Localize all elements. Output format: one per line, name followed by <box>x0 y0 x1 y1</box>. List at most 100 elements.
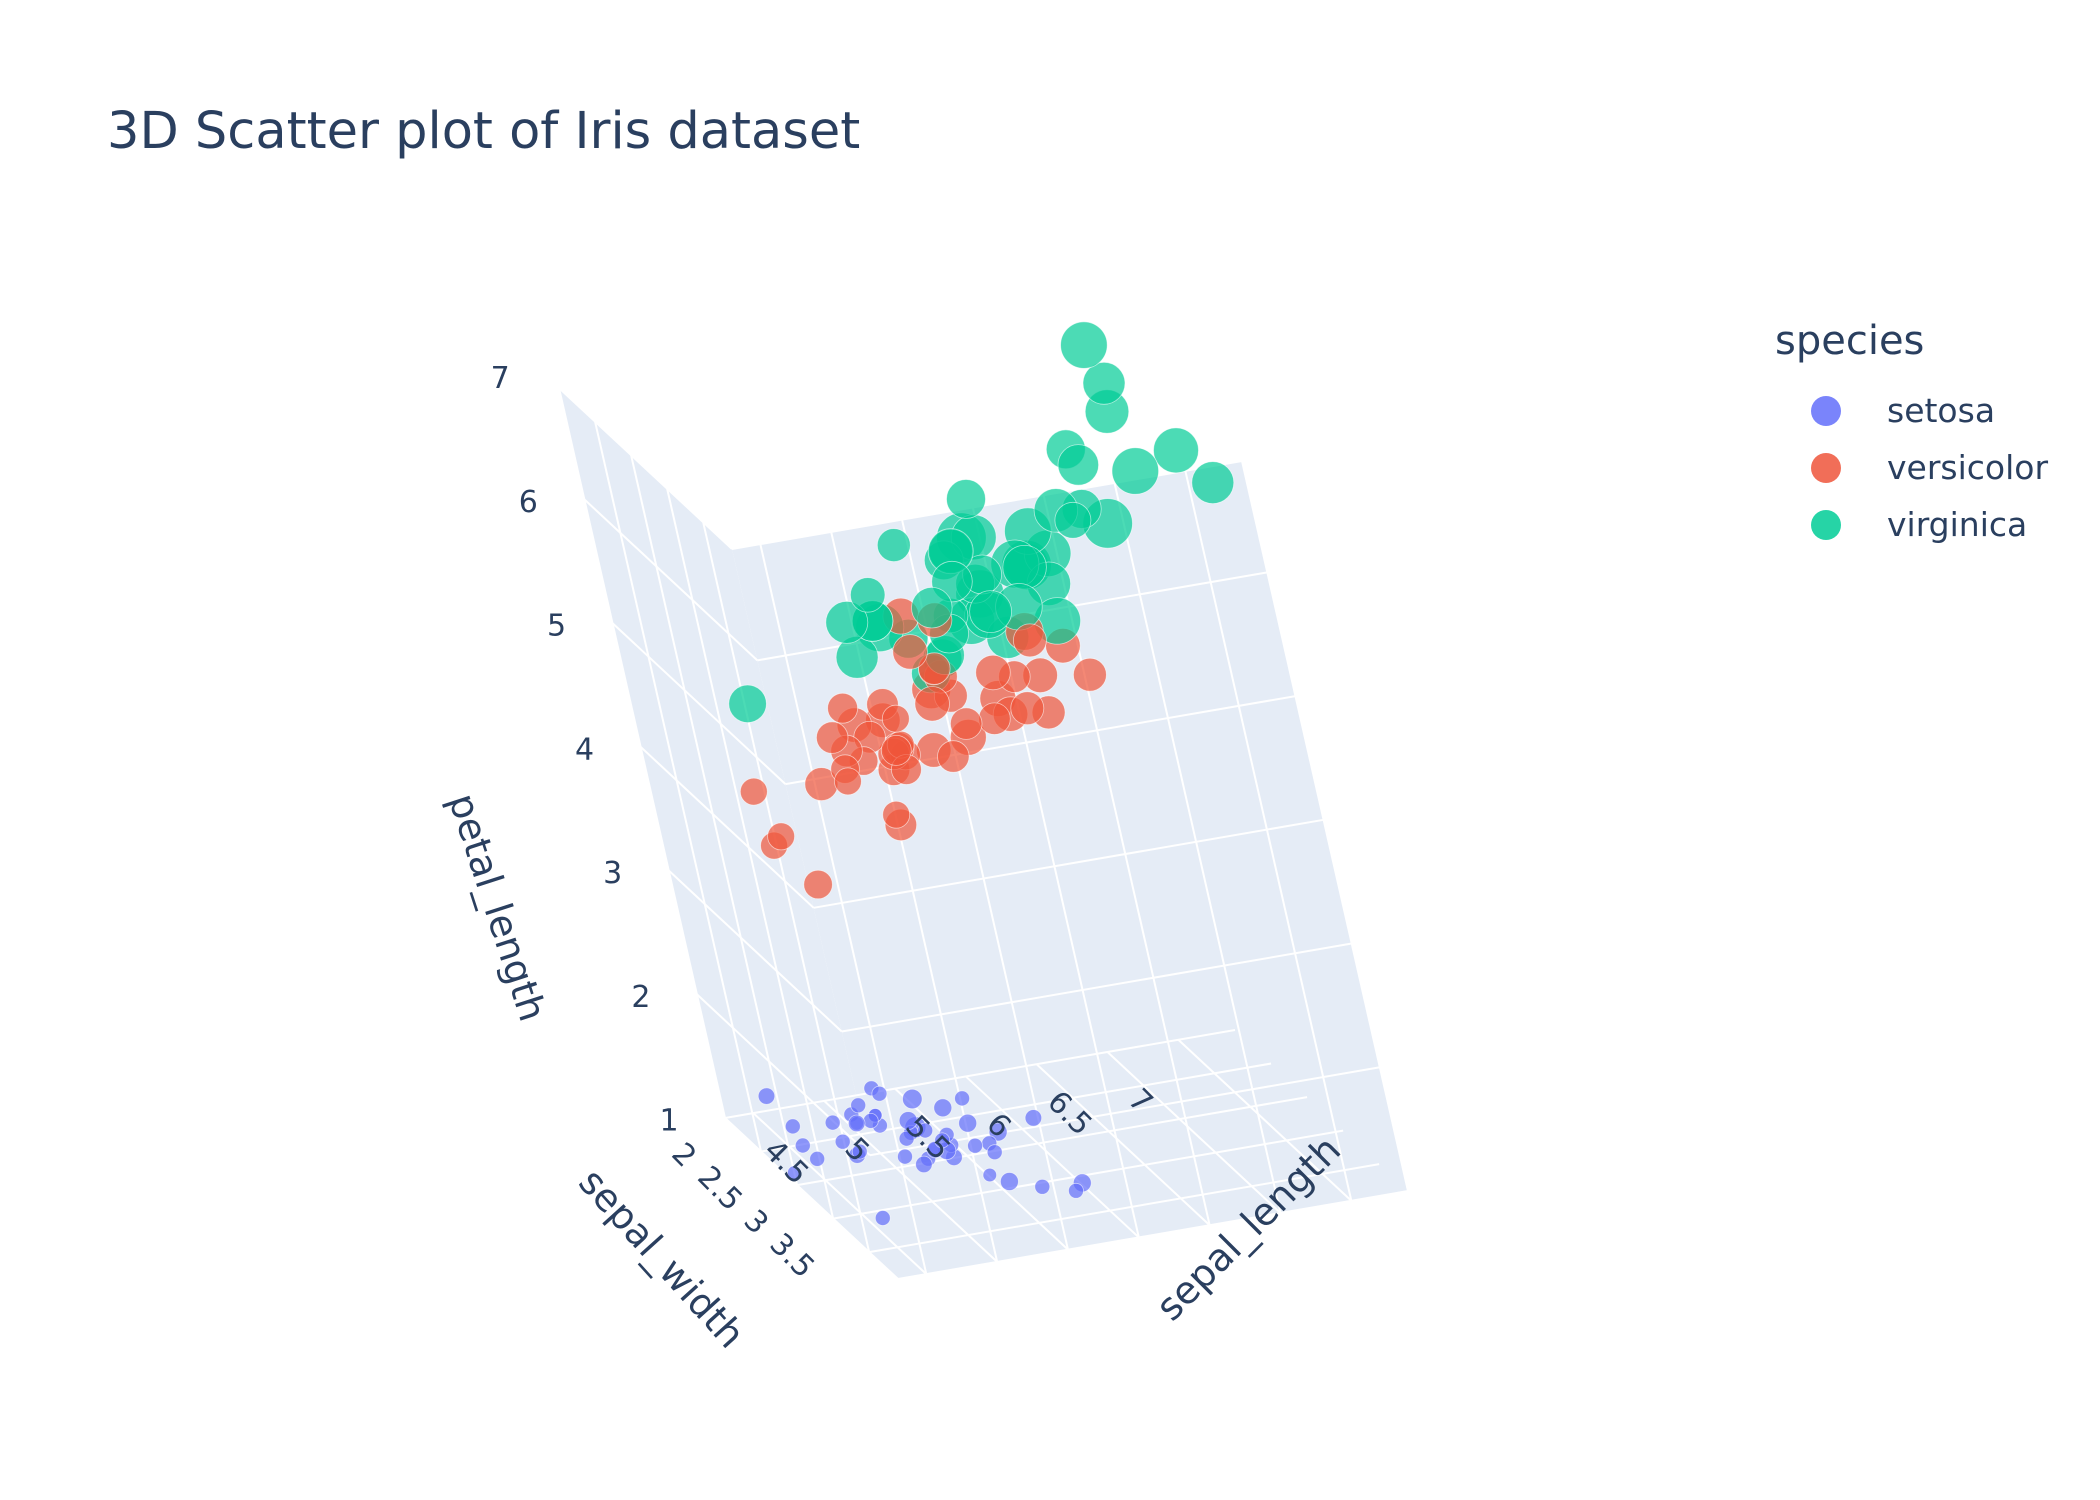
data-point-setosa[interactable] <box>1024 1109 1043 1127</box>
grid-line <box>558 387 726 1119</box>
grid-line <box>639 746 815 909</box>
data-point-setosa[interactable] <box>988 1122 1008 1142</box>
data-point-setosa[interactable] <box>809 1151 826 1167</box>
data-point-setosa[interactable] <box>917 1122 934 1139</box>
z-axis-title: petal_length <box>440 788 555 1026</box>
z-tick-label: 2 <box>631 980 650 1015</box>
data-point-setosa[interactable] <box>933 1098 953 1118</box>
grid-line <box>796 1096 1308 1187</box>
data-point-versicolor[interactable] <box>892 634 928 670</box>
data-point-setosa[interactable] <box>787 1165 802 1180</box>
data-point-versicolor[interactable] <box>882 800 911 829</box>
data-point-setosa[interactable] <box>1068 1182 1084 1199</box>
data-point-virginica[interactable] <box>850 577 886 613</box>
data-point-versicolor[interactable] <box>803 869 833 900</box>
legend-label: virginica <box>1887 505 2028 544</box>
data-point-setosa[interactable] <box>784 1118 801 1135</box>
data-point-virginica[interactable] <box>969 590 1012 633</box>
data-point-setosa[interactable] <box>982 1167 998 1183</box>
data-point-virginica[interactable] <box>1057 444 1099 486</box>
grid-line <box>897 1190 1409 1280</box>
grid-line <box>724 1029 1236 1119</box>
data-point-versicolor[interactable] <box>739 777 768 806</box>
data-point-setosa[interactable] <box>850 1097 867 1114</box>
grid-line <box>630 454 799 1186</box>
data-point-setosa[interactable] <box>1000 1172 1019 1191</box>
data-point-setosa[interactable] <box>986 1144 1003 1161</box>
data-point-setosa[interactable] <box>757 1087 776 1105</box>
data-point-versicolor[interactable] <box>937 740 970 773</box>
grid-line <box>583 498 759 662</box>
chart-title: 3D Scatter plot of Iris dataset <box>107 102 861 161</box>
data-point-versicolor[interactable] <box>978 702 1011 735</box>
grid-line <box>832 1129 1344 1220</box>
data-point-setosa[interactable] <box>898 1111 918 1130</box>
data-point-setosa[interactable] <box>915 1155 933 1174</box>
data-point-setosa[interactable] <box>824 1114 841 1131</box>
axis-edge <box>1241 460 1409 1192</box>
data-point-setosa[interactable] <box>898 1130 915 1147</box>
data-point-versicolor[interactable] <box>975 654 1011 691</box>
z-tick-label: 3 <box>603 856 622 891</box>
data-point-setosa[interactable] <box>794 1137 811 1154</box>
data-point-setosa[interactable] <box>848 1114 866 1133</box>
legend-marker-icon <box>1811 395 1841 426</box>
legend-marker-icon <box>1811 452 1841 483</box>
data-point-virginica[interactable] <box>911 587 953 629</box>
data-point-setosa[interactable] <box>834 1133 851 1150</box>
data-point-virginica[interactable] <box>1153 427 1199 474</box>
legend-item-setosa[interactable]: setosa <box>1775 382 2048 439</box>
side-pane <box>559 388 898 1279</box>
data-point-setosa[interactable] <box>851 1143 868 1160</box>
grid-line <box>594 421 763 1152</box>
data-point-versicolor[interactable] <box>918 652 951 685</box>
data-point-virginica[interactable] <box>1082 361 1126 405</box>
grid-line <box>668 869 843 1033</box>
data-point-virginica[interactable] <box>1191 461 1235 505</box>
data-point-setosa[interactable] <box>874 1210 891 1226</box>
data-point-virginica[interactable] <box>876 528 911 562</box>
data-point-versicolor[interactable] <box>1073 657 1107 692</box>
grid-line <box>1113 482 1282 1214</box>
legend-item-versicolor[interactable]: versicolor <box>1775 439 2048 496</box>
data-points[interactable] <box>728 321 1235 1226</box>
z-tick-label: 7 <box>491 361 510 396</box>
data-point-setosa[interactable] <box>1034 1178 1051 1195</box>
y-tick-label: 3.5 <box>763 1227 821 1285</box>
data-point-setosa[interactable] <box>958 1113 978 1133</box>
data-point-versicolor[interactable] <box>881 704 910 733</box>
y-tick-label: 2.5 <box>690 1160 748 1218</box>
data-point-versicolor[interactable] <box>827 692 858 724</box>
axis-edge <box>558 387 733 550</box>
grid-line <box>868 1163 1380 1254</box>
legend-item-virginica[interactable]: virginica <box>1775 496 2048 553</box>
data-point-virginica[interactable] <box>1060 321 1108 369</box>
data-point-virginica[interactable] <box>1054 501 1092 539</box>
data-point-versicolor[interactable] <box>834 767 862 796</box>
data-point-versicolor[interactable] <box>816 721 849 754</box>
data-point-versicolor[interactable] <box>1010 691 1045 726</box>
data-point-virginica[interactable] <box>1111 447 1159 495</box>
z-tick-label: 6 <box>519 485 538 520</box>
data-point-virginica[interactable] <box>1002 545 1047 590</box>
data-point-versicolor[interactable] <box>950 707 983 740</box>
data-point-setosa[interactable] <box>934 1132 951 1149</box>
grid-line <box>724 1117 899 1280</box>
data-point-versicolor[interactable] <box>880 735 912 766</box>
data-point-setosa[interactable] <box>967 1137 983 1154</box>
data-point-versicolor[interactable] <box>1013 623 1047 658</box>
data-point-versicolor[interactable] <box>767 822 795 851</box>
data-point-setosa[interactable] <box>862 1113 879 1129</box>
data-point-setosa[interactable] <box>871 1085 888 1102</box>
data-point-virginica[interactable] <box>825 601 869 644</box>
data-point-virginica[interactable] <box>946 479 986 519</box>
data-point-setosa[interactable] <box>954 1090 970 1107</box>
data-point-setosa[interactable] <box>902 1088 923 1110</box>
z-tick-label: 4 <box>575 732 594 767</box>
legend-label: setosa <box>1887 391 1996 430</box>
data-point-versicolor[interactable] <box>914 686 950 722</box>
data-point-setosa[interactable] <box>897 1148 913 1165</box>
grid-line <box>841 942 1352 1033</box>
data-point-virginica[interactable] <box>728 684 767 723</box>
